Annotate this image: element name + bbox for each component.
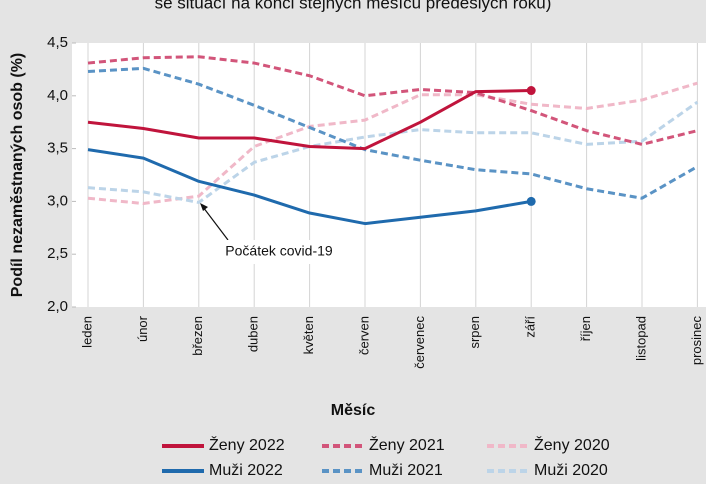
lines bbox=[87, 55, 699, 226]
legend-label: Muži 2021 bbox=[369, 462, 443, 479]
y-tick-label: 3,5 bbox=[47, 140, 68, 157]
legend: Ženy 2022 Ženy 2021 Ženy 2020 Muži 2022 Muži… bbox=[162, 435, 610, 479]
y-tick-label: 2,5 bbox=[47, 245, 68, 262]
plot-area bbox=[72, 43, 706, 307]
legend-label: Ženy 2021 bbox=[369, 435, 445, 454]
y-tick-label: 3,0 bbox=[47, 192, 68, 209]
x-tick-label: listopad bbox=[633, 316, 648, 361]
x-tick-label: srpen bbox=[467, 316, 482, 349]
series-line bbox=[87, 89, 532, 151]
end-marker bbox=[526, 86, 536, 96]
x-tick-label: duben bbox=[246, 316, 261, 352]
legend-label: Ženy 2022 bbox=[209, 435, 285, 454]
x-tick-label: březen bbox=[190, 316, 205, 356]
series-line bbox=[87, 66, 699, 200]
series-line bbox=[87, 148, 532, 226]
x-axis-title: Měsíc bbox=[331, 402, 376, 419]
y-tick-label: 2,0 bbox=[47, 298, 68, 315]
legend-label: Muži 2020 bbox=[534, 462, 608, 479]
series-line bbox=[87, 55, 698, 146]
y-tick-label: 4,0 bbox=[47, 87, 68, 104]
x-tick-label: prosinec bbox=[689, 316, 704, 366]
annotation: Počátek covid-19 bbox=[225, 243, 333, 259]
x-tick-label: únor bbox=[135, 315, 150, 342]
y-tick-label: 4,5 bbox=[47, 34, 68, 51]
annotation-arrow bbox=[202, 206, 229, 241]
series-line bbox=[87, 100, 699, 204]
x-tick-label: červen bbox=[356, 316, 371, 355]
y-axis-title: Podíl nezaměstnaných osob (%) bbox=[9, 53, 26, 297]
x-tick-label: září bbox=[523, 316, 538, 338]
x-tick-label: květen bbox=[301, 316, 316, 354]
legend-label: Ženy 2020 bbox=[534, 435, 610, 454]
chart-subtitle: se situací na konci stejných měsíců před… bbox=[155, 0, 552, 12]
annotation-box bbox=[206, 240, 352, 264]
annotation-arrowhead bbox=[200, 203, 208, 211]
series-line bbox=[87, 81, 698, 206]
x-tick-label: leden bbox=[79, 316, 94, 348]
x-tick-label: říjen bbox=[578, 316, 593, 341]
x-tick-label: červenec bbox=[412, 316, 427, 369]
end-marker bbox=[526, 196, 536, 206]
legend-label: Muži 2022 bbox=[209, 462, 283, 479]
